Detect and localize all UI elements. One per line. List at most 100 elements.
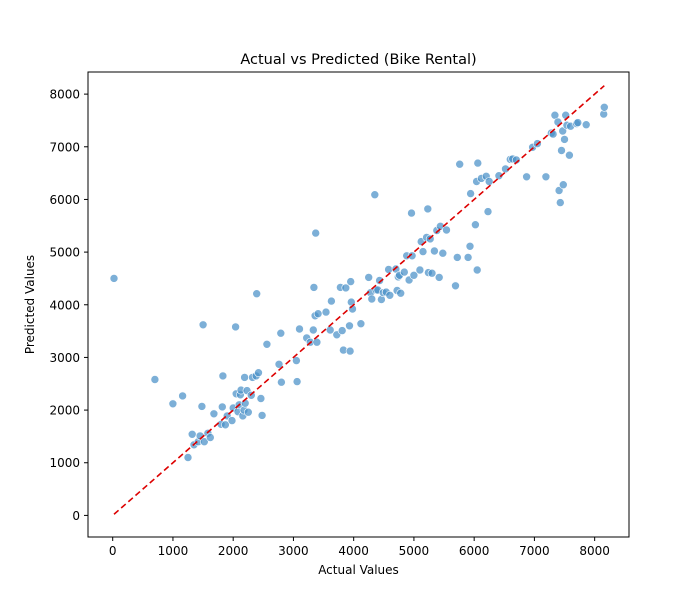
scatter-point-56 [321,307,331,317]
scatter-point-90 [407,208,416,218]
scatter-point-11 [200,437,209,447]
scatter-point-129 [541,172,551,182]
y-tick-label-5000: 5000 [49,246,80,260]
scatter-point-95 [418,247,428,256]
x-tick-label-8000: 8000 [579,544,610,558]
scatter-point-20 [227,416,237,425]
y-tick-label-8000: 8000 [49,88,80,102]
scatter-point-61 [337,326,347,335]
scatter-point-145 [573,118,583,127]
scatter-point-136 [557,146,566,155]
scatter-point-22 [231,322,240,332]
scatter-point-146 [581,120,591,129]
scatter-point-69 [356,319,366,329]
scatter-point-55 [313,309,323,319]
scatter-point-101 [430,246,439,256]
plot-frame [87,71,630,538]
scatter-point-76 [375,276,384,285]
scatter-point-9 [197,402,207,411]
x-axis-title: Actual Values [318,563,399,577]
scatter-point-116 [473,158,483,168]
scatter-point-119 [483,207,493,216]
scatter-point-72 [367,294,377,304]
scatter-point-40 [257,411,267,420]
scatter-point-54 [312,337,322,347]
scatter-point-66 [346,277,356,286]
scatter-point-142 [565,150,574,160]
scatter-point-73 [370,190,380,199]
scatter-point-80 [384,265,393,274]
scatter-point-51 [309,283,319,292]
scatter-point-87 [399,267,409,277]
y-tick-label-1000: 1000 [49,456,80,470]
reference-line-layer [113,85,605,515]
scatter-point-106 [442,225,451,235]
scatter-point-18 [221,420,230,430]
scatter-point-91 [407,251,417,261]
scatter-point-81 [385,290,395,300]
scatter-point-50 [308,325,318,335]
x-tick-label-4000: 4000 [338,544,369,558]
scatter-point-17 [218,371,228,381]
scatter-point-108 [452,253,462,262]
scatter-point-13 [206,433,215,442]
scatter-point-14 [209,409,219,419]
scatter-point-16 [218,402,227,412]
scatter-point-58 [327,296,336,306]
y-tick-label-0: 0 [72,509,80,523]
scatter-point-37 [252,289,262,299]
x-tick-label-2000: 2000 [218,544,249,558]
scatter-point-41 [262,339,272,349]
x-tick-label-5000: 5000 [399,544,430,558]
scatter-point-3 [178,391,187,401]
scatter-point-135 [555,198,565,207]
scatter-point-46 [292,377,302,386]
x-tick-label-1000: 1000 [158,544,189,558]
scatter-point-115 [472,265,482,275]
scatter-point-93 [415,265,425,275]
scatter-point-100 [427,268,437,278]
y-tick-label-3000: 3000 [49,351,80,365]
scatter-point-113 [471,220,480,229]
x-tick-label-3000: 3000 [278,544,309,558]
scatter-point-137 [558,126,568,136]
scatter-point-121 [494,171,504,180]
x-axis-ticks: 0 1000 2000 3000 4000 5000 6000 7000 8000 [109,537,610,558]
scatter-point-5 [187,429,197,439]
y-tick-label-2000: 2000 [49,404,80,418]
scatter-point-105 [438,248,448,258]
scatter-point-53 [311,228,321,238]
scatter-point-86 [396,288,406,298]
scatter-point-110 [463,253,473,262]
scatter-point-126 [522,172,531,182]
y-tick-label-4000: 4000 [49,298,80,312]
scatter-point-111 [465,242,475,251]
y-tick-label-6000: 6000 [49,193,80,207]
scatter-point-47 [295,324,304,334]
scatter-point-148 [599,103,609,112]
scatter-point-43 [276,328,286,338]
y-axis-ticks: 0 1000 2000 3000 4000 5000 6000 7000 8000 [49,88,88,523]
scatter-point-112 [466,189,475,198]
scatter-point-4 [183,453,193,462]
y-axis-title: Predicted Values [23,255,37,354]
scatter-point-44 [277,377,286,387]
scatter-point-134 [554,186,564,195]
scatter-point-33 [244,407,253,417]
scatter-point-65 [345,346,355,356]
scatter-point-63 [341,283,351,293]
scatter-point-64 [345,321,354,331]
scatter-point-109 [455,159,465,169]
chart-title: Actual vs Predicted (Bike Rental) [240,52,476,68]
x-tick-label-7000: 7000 [519,544,550,558]
scatter-point-1 [150,375,160,384]
scatter-point-103 [434,273,444,282]
scatter-point-92 [409,270,419,280]
scatter-point-139 [560,135,569,144]
scatter-point-138 [558,180,568,189]
scatter-point-97 [423,204,433,214]
scatter-point-10 [198,320,208,330]
scatter-point-70 [364,273,374,282]
scatter-point-2 [168,399,178,409]
